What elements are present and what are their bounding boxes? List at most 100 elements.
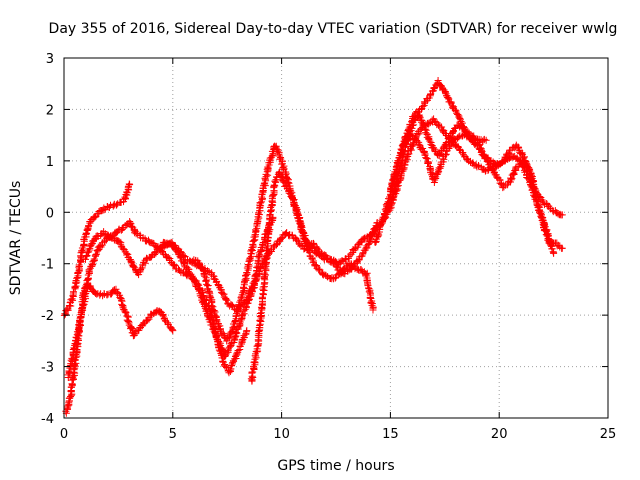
data-point-marker	[237, 316, 245, 324]
data-point-marker	[400, 140, 408, 148]
data-point-marker	[157, 246, 165, 254]
data-point-marker	[77, 247, 85, 255]
data-point-marker	[267, 202, 275, 210]
data-point-marker	[126, 219, 134, 227]
data-point-marker	[239, 335, 247, 343]
data-point-marker	[231, 318, 239, 326]
data-point-marker	[69, 372, 77, 380]
data-point-marker	[398, 146, 406, 154]
data-point-marker	[218, 289, 226, 297]
y-tick-label: 3	[46, 52, 54, 67]
data-point-marker	[176, 253, 184, 261]
data-point-marker	[402, 154, 410, 162]
data-point-marker	[71, 283, 79, 291]
data-point-marker	[264, 233, 272, 241]
data-point-marker	[125, 180, 133, 188]
series-track	[190, 142, 381, 345]
data-point-marker	[507, 174, 515, 182]
data-point-marker	[331, 274, 339, 282]
data-point-marker	[366, 288, 374, 296]
y-tick-label: -3	[41, 361, 54, 376]
data-point-marker	[550, 249, 558, 257]
data-point-marker	[355, 256, 363, 264]
data-point-marker	[225, 343, 233, 351]
data-point-marker	[258, 240, 266, 248]
data-point-marker	[202, 277, 210, 285]
data-point-marker	[201, 296, 209, 304]
data-point-marker	[236, 320, 244, 328]
data-point-marker	[256, 310, 264, 318]
data-point-marker	[251, 231, 259, 239]
data-point-marker	[419, 144, 427, 152]
data-point-marker	[194, 281, 202, 289]
data-point-marker	[248, 288, 256, 296]
y-axis-label: SDTVAR / TECUs	[8, 181, 24, 296]
data-points	[60, 76, 566, 417]
data-point-marker	[229, 359, 237, 367]
data-point-marker	[236, 298, 244, 306]
data-point-marker	[127, 257, 135, 265]
data-point-marker	[249, 362, 257, 370]
data-point-marker	[272, 241, 280, 249]
data-point-marker	[558, 211, 566, 219]
data-point-marker	[421, 126, 429, 134]
data-point-marker	[332, 262, 340, 270]
data-point-marker	[169, 327, 177, 335]
data-point-marker	[465, 133, 473, 141]
data-point-marker	[432, 118, 440, 126]
y-tick-label: 1	[46, 155, 54, 170]
data-point-marker	[210, 307, 218, 315]
data-point-marker	[480, 135, 488, 143]
data-point-marker	[249, 237, 257, 245]
data-point-marker	[424, 160, 432, 168]
data-point-marker	[69, 345, 77, 353]
data-point-marker	[388, 194, 396, 202]
data-point-marker	[164, 253, 172, 261]
data-point-marker	[168, 326, 176, 334]
chart-title: Day 355 of 2016, Sidereal Day-to-day VTE…	[49, 21, 618, 37]
data-point-marker	[293, 207, 301, 215]
data-point-marker	[91, 213, 99, 221]
data-point-marker	[87, 241, 95, 249]
data-point-marker	[451, 106, 459, 114]
data-point-marker	[173, 247, 181, 255]
data-point-marker	[238, 311, 246, 319]
data-point-marker	[152, 249, 160, 257]
data-point-marker	[228, 301, 236, 309]
data-point-marker	[243, 327, 251, 335]
data-point-marker	[121, 308, 129, 316]
data-point-marker	[244, 297, 252, 305]
data-point-marker	[208, 302, 216, 310]
data-point-marker	[222, 296, 230, 304]
data-point-marker	[216, 322, 224, 330]
data-point-marker	[297, 223, 305, 231]
data-point-marker	[478, 147, 486, 155]
series-track	[64, 279, 177, 381]
data-point-marker	[500, 183, 508, 191]
axis-ticks: 0 5 10 15 20 25 -4 -3 -2 -1 0 1 2 3	[41, 52, 616, 442]
data-point-marker	[425, 119, 433, 127]
data-point-marker	[378, 219, 386, 227]
data-point-marker	[254, 328, 262, 336]
y-tick-label: -2	[41, 309, 54, 324]
data-point-marker	[541, 227, 549, 235]
data-point-marker	[479, 137, 487, 145]
data-point-marker	[220, 290, 228, 298]
plot-frame	[63, 57, 609, 419]
data-point-marker	[419, 102, 427, 110]
data-point-marker	[129, 262, 137, 270]
data-point-marker	[137, 265, 145, 273]
data-point-marker	[278, 234, 286, 242]
data-point-marker	[430, 144, 438, 152]
data-point-marker	[271, 177, 279, 185]
data-point-marker	[430, 85, 438, 93]
data-point-marker	[482, 136, 490, 144]
data-point-marker	[530, 184, 538, 192]
data-point-marker	[359, 235, 367, 243]
data-point-marker	[444, 94, 452, 102]
data-point-marker	[61, 310, 69, 318]
data-point-marker	[203, 280, 211, 288]
data-point-marker	[512, 155, 520, 163]
x-tick-label: 10	[273, 427, 290, 442]
data-point-marker	[375, 231, 383, 239]
